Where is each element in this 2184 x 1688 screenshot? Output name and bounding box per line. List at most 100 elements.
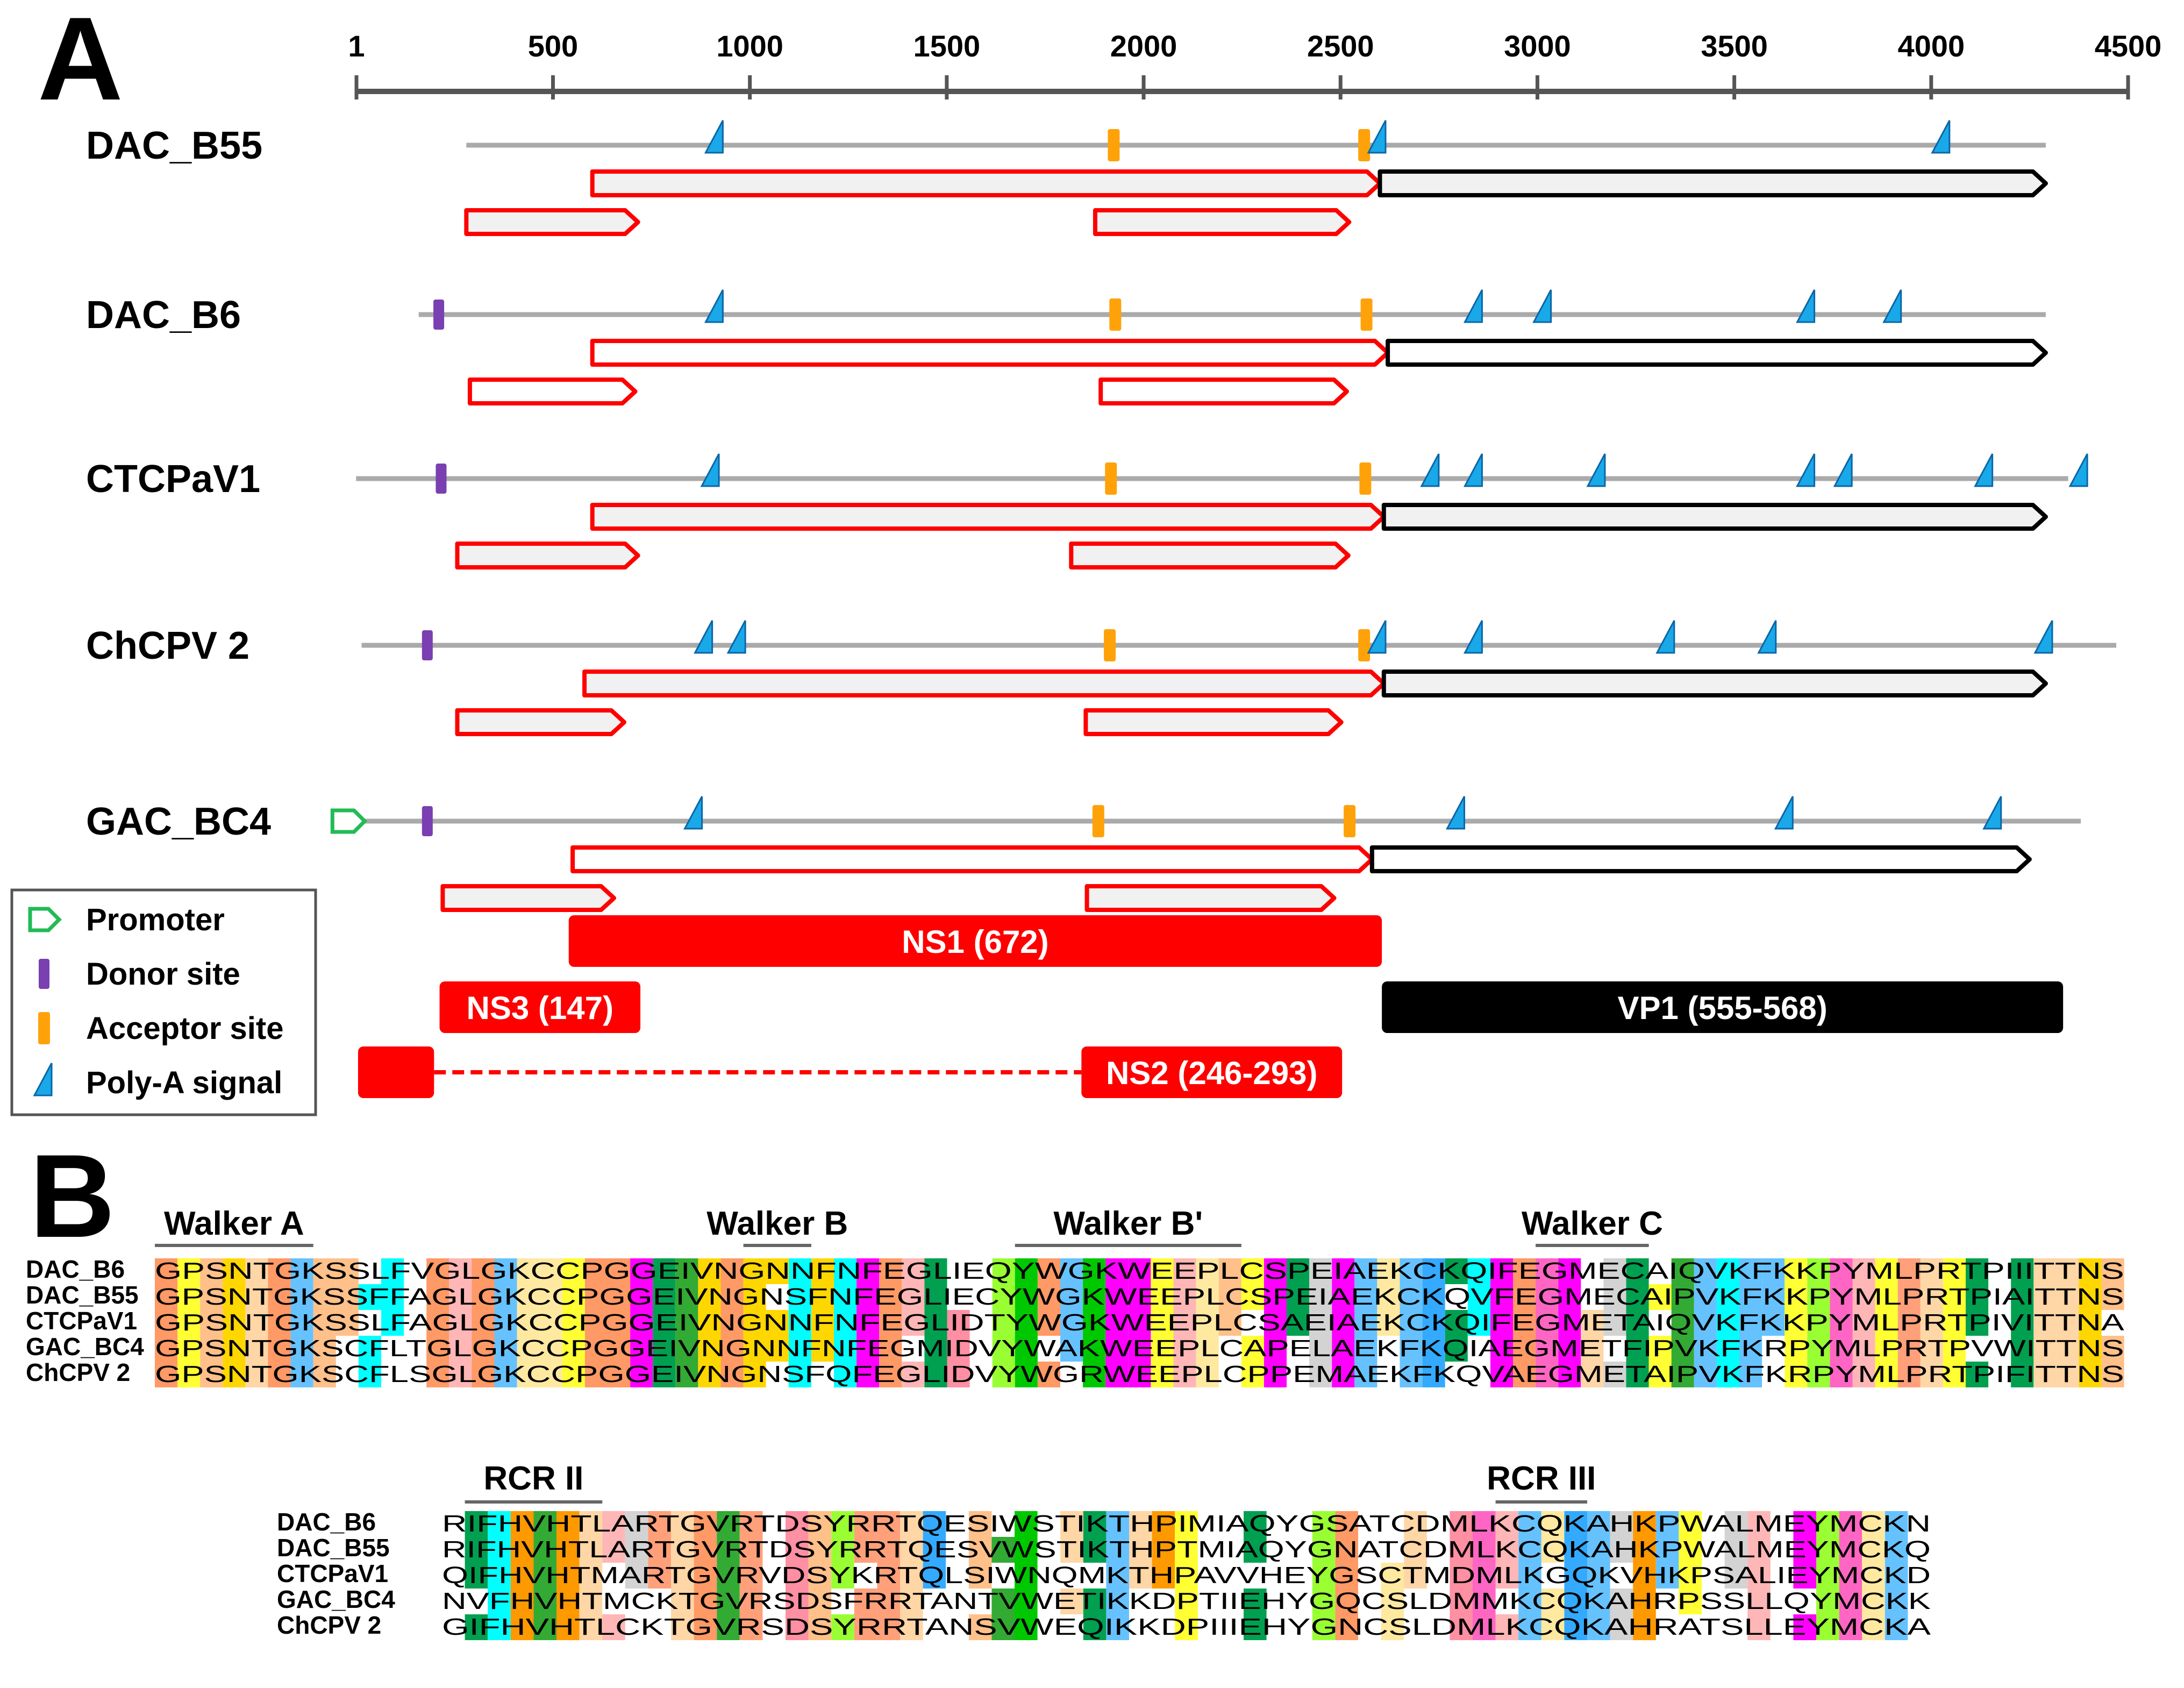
residue-highlight bbox=[539, 1336, 562, 1362]
residue-highlight bbox=[290, 1310, 313, 1336]
residue-highlight bbox=[1037, 1362, 1060, 1387]
residue-highlight bbox=[786, 1614, 809, 1640]
residue-highlight bbox=[1244, 1614, 1267, 1640]
acceptor-site-marker bbox=[1092, 805, 1104, 837]
residue-highlight bbox=[1518, 1614, 1541, 1640]
residue-highlight bbox=[1377, 1284, 1400, 1310]
genome-name: DAC_B55 bbox=[86, 124, 262, 167]
residue-highlight bbox=[1060, 1336, 1083, 1362]
residue-highlight bbox=[2011, 1310, 2034, 1336]
residue-highlight bbox=[1747, 1614, 1771, 1640]
residue-highlight bbox=[539, 1362, 562, 1387]
residue-highlight bbox=[1724, 1511, 1748, 1537]
scale-tick-label: 4500 bbox=[2095, 29, 2162, 63]
residue-highlight bbox=[1655, 1537, 1679, 1563]
residue-highlight bbox=[1694, 1284, 1717, 1310]
residue-highlight bbox=[1422, 1258, 1445, 1284]
orf-ns3 bbox=[440, 884, 616, 912]
protein-bar bbox=[439, 981, 641, 1033]
residue-highlight bbox=[1151, 1362, 1174, 1387]
residue-highlight bbox=[1626, 1284, 1649, 1310]
residue-highlight bbox=[1920, 1336, 1943, 1362]
residue-highlight bbox=[1244, 1537, 1267, 1563]
sequence-name: DAC_B55 bbox=[277, 1534, 390, 1562]
residue-highlight bbox=[1739, 1284, 1762, 1310]
residue-highlight bbox=[313, 1362, 336, 1387]
residue-highlight bbox=[1807, 1336, 1830, 1362]
residue-highlight bbox=[786, 1563, 809, 1589]
residue-highlight bbox=[923, 1511, 946, 1537]
residue-highlight bbox=[924, 1258, 947, 1284]
residue-highlight bbox=[1473, 1563, 1496, 1589]
residue-highlight bbox=[1671, 1362, 1694, 1387]
residue-highlight bbox=[1015, 1614, 1038, 1640]
residue-highlight bbox=[1495, 1563, 1519, 1589]
sequence-name: DAC_B6 bbox=[26, 1255, 125, 1283]
residue-highlight bbox=[1015, 1563, 1038, 1589]
donor-site-marker bbox=[422, 630, 433, 660]
residue-highlight bbox=[510, 1511, 534, 1537]
genome-maps: DAC_B55 DAC_B6 CTCPaV1 ChCPV 2 GAC_BC4 bbox=[86, 120, 2117, 912]
residue-highlight bbox=[1422, 1336, 1445, 1362]
residue-highlight bbox=[834, 1362, 857, 1387]
residue-highlight bbox=[924, 1362, 947, 1387]
residue-highlight bbox=[1610, 1511, 1633, 1537]
polya-signal-marker bbox=[1463, 620, 1483, 654]
residue-highlight bbox=[1564, 1563, 1587, 1589]
residue-highlight bbox=[1536, 1362, 1559, 1387]
residue-highlight bbox=[2033, 1336, 2057, 1362]
residue-highlight bbox=[1445, 1258, 1468, 1284]
residue-highlight bbox=[1422, 1310, 1445, 1336]
residue-highlight bbox=[1793, 1563, 1816, 1589]
residue-highlight bbox=[290, 1258, 313, 1284]
residue-highlight bbox=[2033, 1258, 2057, 1284]
sequence-name: DAC_B55 bbox=[26, 1281, 139, 1309]
scale-tick-label: 3500 bbox=[1701, 29, 1768, 63]
residue-highlight bbox=[426, 1258, 449, 1284]
residue-highlight bbox=[1739, 1258, 1762, 1284]
residue-highlight bbox=[1793, 1614, 1816, 1640]
residue-highlight bbox=[245, 1336, 268, 1362]
residue-highlight bbox=[720, 1362, 744, 1387]
residue-highlight bbox=[313, 1284, 336, 1310]
residue-highlight bbox=[556, 1511, 580, 1537]
residue-highlight bbox=[2033, 1310, 2057, 1336]
residue-highlight bbox=[1037, 1310, 1060, 1336]
residue-highlight bbox=[1839, 1511, 1862, 1537]
residue-highlight bbox=[1312, 1537, 1336, 1563]
residue-highlight bbox=[465, 1563, 488, 1589]
residue-highlight bbox=[811, 1310, 834, 1336]
residue-highlight bbox=[968, 1614, 992, 1640]
residue-highlight bbox=[1648, 1362, 1672, 1387]
orf-ns3 bbox=[455, 708, 627, 736]
residue-highlight bbox=[992, 1336, 1015, 1362]
residue-highlight bbox=[533, 1511, 556, 1537]
residue-highlight bbox=[671, 1589, 694, 1614]
scale-tick-label: 1 bbox=[348, 29, 365, 63]
residue-highlight bbox=[924, 1284, 947, 1310]
residue-highlight bbox=[608, 1258, 631, 1284]
residue-highlight bbox=[808, 1537, 832, 1563]
residue-highlight bbox=[1381, 1589, 1404, 1614]
residue-highlight bbox=[1943, 1258, 1966, 1284]
residue-highlight bbox=[811, 1336, 834, 1362]
acceptor-site-marker bbox=[1105, 462, 1117, 495]
orf-ns1 bbox=[590, 503, 1386, 531]
residue-highlight bbox=[223, 1336, 246, 1362]
polya-signal-marker bbox=[1532, 289, 1552, 323]
residue-highlight bbox=[1839, 1614, 1862, 1640]
residue-highlight bbox=[200, 1258, 223, 1284]
motif-label: Walker C bbox=[1522, 1205, 1663, 1242]
residue-highlight bbox=[1793, 1537, 1816, 1563]
residue-highlight bbox=[1885, 1563, 1908, 1589]
residue-highlight bbox=[1564, 1537, 1587, 1563]
residue-highlight bbox=[200, 1284, 223, 1310]
residue-highlight bbox=[992, 1258, 1015, 1284]
protein-label: NS1 (672) bbox=[902, 924, 1048, 960]
residue-highlight bbox=[1875, 1336, 1898, 1362]
residue-highlight bbox=[2056, 1258, 2079, 1284]
residue-highlight bbox=[1513, 1258, 1536, 1284]
residue-highlight bbox=[1724, 1563, 1748, 1589]
residue-highlight bbox=[1152, 1563, 1175, 1589]
residue-highlight bbox=[494, 1362, 517, 1387]
